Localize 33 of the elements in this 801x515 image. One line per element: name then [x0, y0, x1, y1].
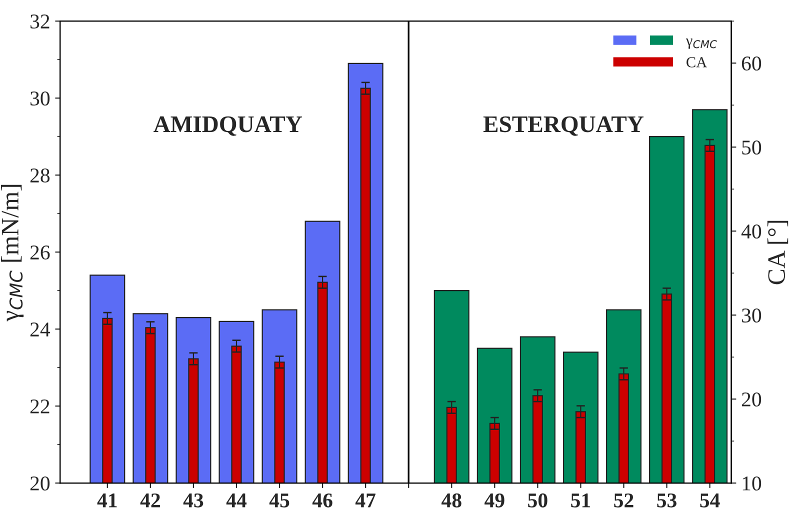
annotation: AMIDQUATY [154, 116, 302, 136]
y-tick-label: 32 [30, 14, 50, 29]
x-tick-label: 51 [571, 493, 590, 508]
x-tick-label: 53 [657, 493, 676, 508]
x-tick-label: 50 [528, 493, 548, 508]
x-tick-label: 41 [97, 493, 117, 508]
y-tick-label: 20 [30, 476, 50, 491]
y2-tick-label: 50 [742, 140, 762, 155]
y2-tick-label: 10 [742, 476, 762, 491]
x-tick-label: 49 [484, 493, 504, 508]
x-tick-label: 46 [312, 493, 332, 508]
x-tick-label: 45 [269, 494, 290, 508]
x-tick-label: 48 [442, 493, 462, 508]
y-tick-label: 22 [30, 400, 50, 414]
legend-label: γ$_{CMC}$ [686, 38, 717, 49]
x-tick-label: 47 [355, 494, 376, 508]
y2-tick-label: 40 [741, 224, 762, 239]
y2-tick-label: 30 [742, 308, 762, 323]
y2-tick-label: 60 [742, 56, 762, 71]
x-tick-label: 54 [700, 494, 720, 508]
annotation: ESTERQUATY [483, 116, 644, 136]
y-tick-label: 24 [30, 322, 50, 336]
x-tick-label: 43 [183, 493, 204, 508]
y-tick-label: 26 [30, 246, 50, 260]
legend-label: CA [686, 57, 708, 68]
y2-axis-title: CA [°] [767, 220, 788, 284]
y-tick-label: 30 [30, 91, 50, 106]
y-tick-label: 28 [30, 168, 50, 183]
y2-tick-label: 20 [742, 392, 762, 407]
x-tick-label: 44 [226, 494, 247, 508]
x-tick-label: 42 [140, 493, 160, 508]
y-axis-title: γ$_{CMC}$ [mN/m] [0, 184, 24, 322]
x-tick-label: 52 [614, 493, 634, 508]
